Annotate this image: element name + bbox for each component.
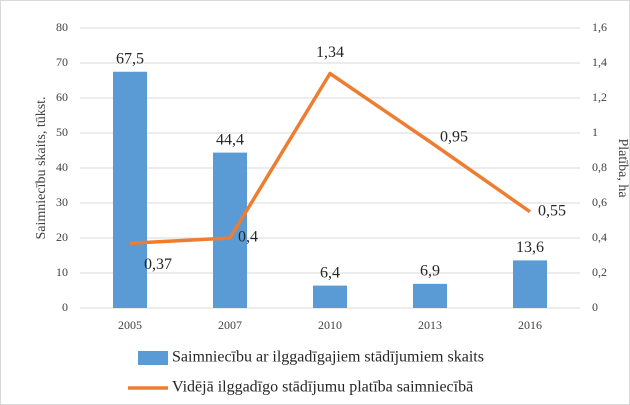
x-tick-label: 2010 (318, 318, 342, 332)
legend-label: Saimniecību ar ilggadīgajiem stādījumiem… (172, 349, 484, 366)
bar (413, 283, 447, 308)
y2-tick-label: 1 (592, 125, 598, 139)
y2-tick-label: 0,8 (592, 160, 607, 174)
legend-swatch (138, 351, 168, 365)
data-label: 0,95 (440, 128, 468, 145)
y-tick-label: 50 (56, 125, 68, 139)
y-tick-label: 70 (56, 55, 68, 69)
x-tick-label: 2007 (218, 318, 242, 332)
y-tick-label: 20 (56, 230, 68, 244)
y2-tick-label: 1,4 (592, 55, 607, 69)
x-tick-label: 2013 (418, 318, 442, 332)
x-tick-label: 2005 (118, 318, 142, 332)
bar (213, 152, 247, 308)
y2-tick-label: 1,2 (592, 90, 607, 104)
y-tick-label: 60 (56, 90, 68, 104)
y-tick-label: 0 (62, 300, 68, 314)
y2-tick-label: 0,6 (592, 195, 607, 209)
y2-tick-label: 0,4 (592, 230, 607, 244)
x-tick-label: 2016 (518, 318, 542, 332)
legend-label: Vidējā ilggadīgo stādījumu platība saimn… (172, 379, 473, 396)
line (129, 71, 532, 245)
data-label: 13,6 (516, 239, 544, 256)
bar (313, 285, 347, 308)
y-tick-label: 30 (56, 195, 68, 209)
data-label: 6,9 (420, 263, 440, 280)
y2-tick-label: 1,6 (592, 20, 607, 34)
y2-tick-label: 0,2 (592, 265, 607, 279)
data-label: 0,4 (238, 229, 258, 246)
data-label: 44,4 (216, 131, 244, 148)
data-label: 0,37 (144, 256, 172, 273)
y2-tick-label: 0 (592, 300, 598, 314)
y2-axis-title: Platība, ha (615, 138, 630, 198)
data-label: 0,55 (538, 202, 566, 219)
y-axis-title: Saimniecību skaits, tūkst. (34, 96, 49, 239)
bar (113, 71, 147, 308)
y-tick-label: 80 (56, 20, 68, 34)
y-tick-label: 10 (56, 265, 68, 279)
bar (513, 260, 547, 308)
data-label: 67,5 (116, 50, 144, 67)
data-label: 1,34 (316, 44, 344, 61)
y-tick-label: 40 (56, 160, 68, 174)
data-label: 6,4 (320, 264, 340, 281)
